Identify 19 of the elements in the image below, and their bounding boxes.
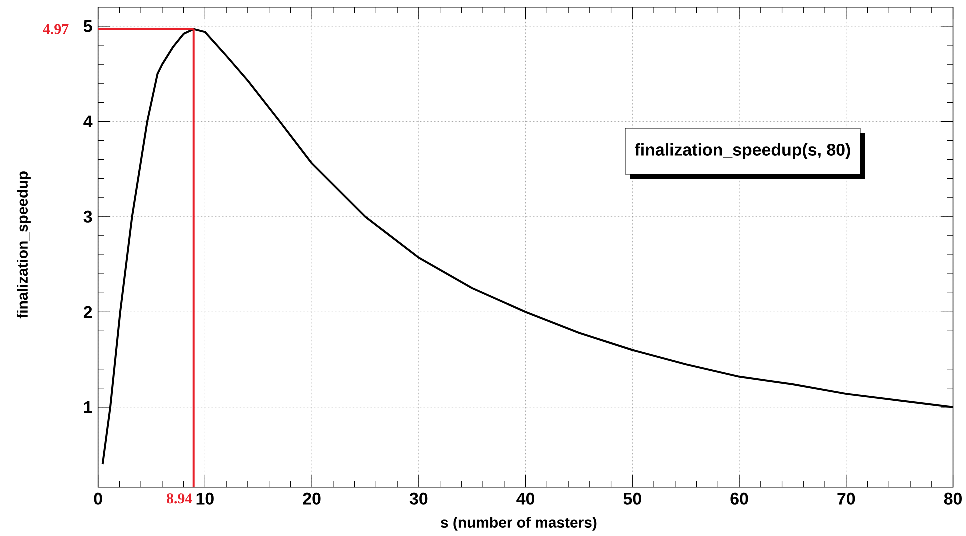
x-tick-label: 10	[196, 492, 214, 505]
x-axis-title: s (number of masters)	[441, 517, 597, 531]
x-tick-label: 30	[410, 492, 428, 505]
text: finalization_speedup(s, 80)	[635, 144, 850, 160]
x-tick-label: 80	[944, 492, 962, 505]
y-tick-label: 1	[84, 402, 92, 414]
x-tick-label: 20	[303, 492, 321, 505]
y-tick-label: 3	[84, 210, 92, 223]
x-tick-label: 0	[94, 492, 102, 505]
y-axis-title: finalization_speedup	[17, 172, 31, 319]
y-tick-label: 4	[84, 116, 93, 128]
x-tick-label: 70	[838, 492, 856, 505]
y-tick-label: 5	[84, 20, 92, 32]
ref-line-label: 4.97	[43, 24, 69, 34]
y-tick-label: 2	[84, 306, 92, 318]
ref-line-label: 8.94	[167, 494, 192, 504]
x-tick-label: 60	[730, 492, 748, 505]
x-tick-label: 40	[516, 492, 535, 505]
x-tick-label: 50	[624, 492, 642, 505]
